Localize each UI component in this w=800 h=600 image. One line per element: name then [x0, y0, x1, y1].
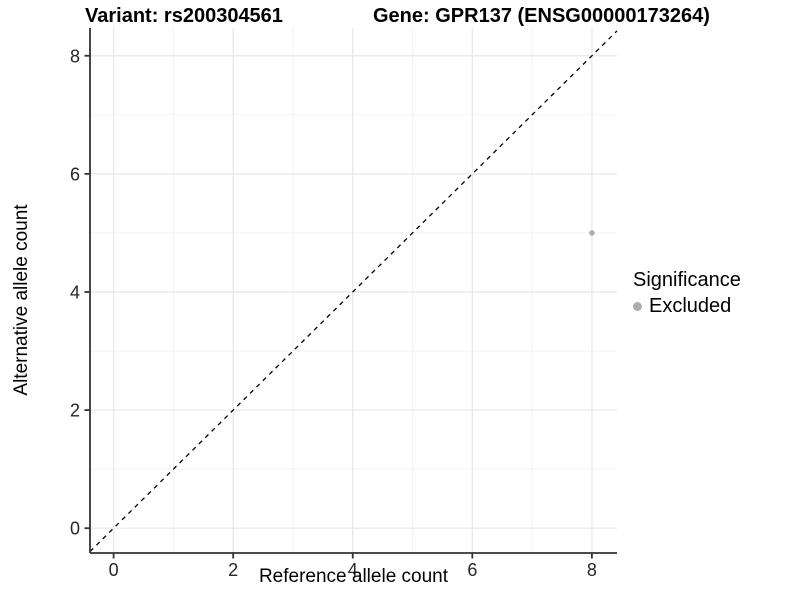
x-tick-label: 4 [348, 560, 358, 580]
legend: Significance Excluded [633, 269, 741, 317]
y-tick-label: 6 [70, 164, 80, 184]
y-tick-label: 0 [70, 519, 80, 539]
legend-items: Excluded [633, 295, 741, 317]
data-point [589, 230, 595, 236]
legend-title: Significance [633, 269, 741, 291]
identity-dashed-line [89, 30, 618, 552]
x-tick-label: 0 [109, 560, 119, 580]
y-tick-label: 4 [70, 282, 80, 302]
legend-item: Excluded [633, 295, 741, 317]
legend-key-dot [633, 301, 642, 311]
x-tick-label: 6 [467, 560, 477, 580]
x-tick-label: 2 [228, 560, 238, 580]
y-axis-title: Alternative allele count [11, 204, 32, 396]
legend-item-label: Excluded [649, 295, 732, 317]
x-axis-title: Reference allele count [258, 566, 449, 587]
plot-title-variant: Variant: rs200304561 [85, 5, 283, 27]
plot-title-gene: Gene: GPR137 (ENSG00000173264) [373, 5, 710, 27]
y-tick-label: 8 [70, 46, 80, 66]
y-tick-label: 2 [70, 401, 80, 421]
x-tick-label: 8 [587, 560, 597, 580]
